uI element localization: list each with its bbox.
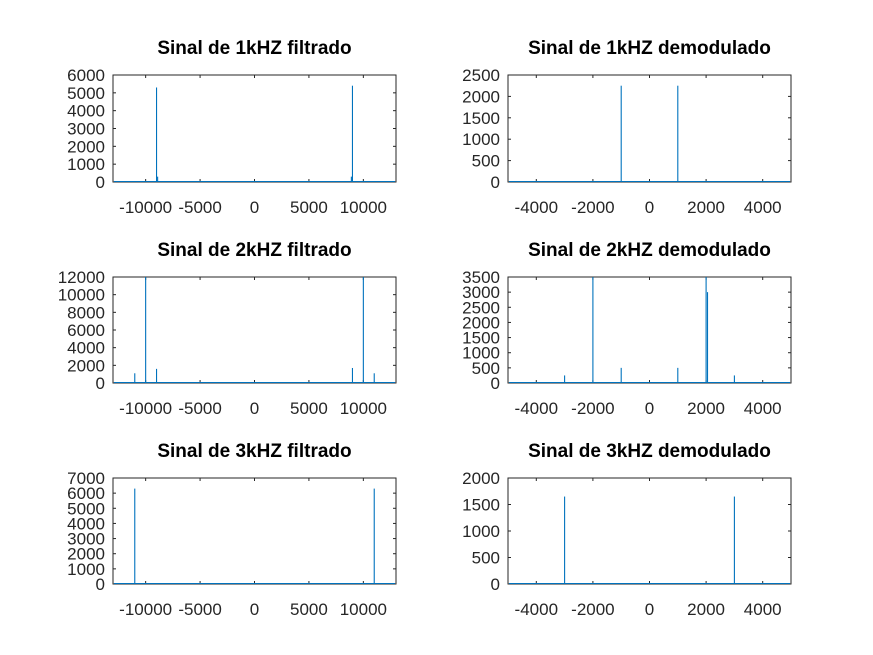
- x-tick-label: 0: [645, 198, 654, 217]
- y-tick-label: 3500: [462, 268, 500, 287]
- y-tick-label: 1500: [462, 496, 500, 515]
- chart-title: Sinal de 1kHZ filtrado: [157, 38, 351, 59]
- x-tick-label: -2000: [571, 600, 614, 619]
- y-tick-label: 1000: [462, 522, 500, 541]
- axes-box: [112, 74, 397, 183]
- y-tick-label: 2000: [462, 313, 500, 332]
- x-tick-label: 10000: [340, 399, 387, 418]
- subplot: Sinal de 3kHZ filtrado010002000300040005…: [67, 441, 397, 619]
- x-tick-label: -5000: [178, 198, 221, 217]
- x-tick-label: 2000: [687, 399, 725, 418]
- x-tick-label: 5000: [290, 399, 328, 418]
- axes-box: [112, 276, 397, 384]
- x-tick-label: -4000: [515, 600, 558, 619]
- y-tick-label: 5000: [67, 499, 105, 518]
- subplot: Sinal de 1kHZ filtrado010002000300040005…: [67, 38, 397, 217]
- subplot: Sinal de 3kHZ demodulado 0 500 1000 1500 2000…: [462, 441, 792, 619]
- y-tick-label: 1000: [462, 130, 500, 149]
- chart-title: Sinal de 3kHZ demodulado: [528, 441, 771, 462]
- x-tick-label: 0: [645, 399, 654, 418]
- y-tick-label: 500: [472, 152, 500, 171]
- y-tick-label: 1000: [462, 344, 500, 363]
- y-tick-label: 4000: [67, 514, 105, 533]
- y-tick-label: 6000: [67, 484, 105, 503]
- y-tick-label: 12000: [58, 268, 105, 287]
- chart-title: Sinal de 2kHZ demodulado: [528, 240, 771, 261]
- y-tick-label: 2000: [67, 137, 105, 156]
- x-tick-label: 4000: [744, 198, 782, 217]
- subplot: Sinal de 2kHZ demodulado0500100015002000…: [462, 240, 792, 418]
- y-tick-label: 6000: [67, 321, 105, 340]
- y-tick-label: 0: [491, 173, 500, 192]
- y-tick-label: 5000: [67, 84, 105, 103]
- x-tick-label: 5000: [290, 600, 328, 619]
- y-tick-label: 8000: [67, 303, 105, 322]
- subplot: Sinal de 1kHZ demodulado 0 500 1000 1500 2000…: [462, 38, 792, 217]
- x-tick-label: 4000: [744, 399, 782, 418]
- y-tick-label: 7000: [67, 469, 105, 488]
- x-tick-label: 5000: [290, 198, 328, 217]
- y-tick-label: 2500: [462, 298, 500, 317]
- subplot: Sinal de 2kHZ filtrado020004000600080001…: [58, 240, 397, 418]
- x-tick-label: -5000: [178, 600, 221, 619]
- y-tick-label: 0: [491, 374, 500, 393]
- x-tick-label: -10000: [119, 600, 172, 619]
- x-tick-label: 0: [250, 198, 259, 217]
- axes-box: [507, 477, 792, 585]
- x-tick-label: -4000: [515, 399, 558, 418]
- y-tick-label: 1500: [462, 329, 500, 348]
- y-tick-label: 500: [472, 359, 500, 378]
- x-tick-label: 0: [250, 600, 259, 619]
- y-tick-label: 1000: [67, 155, 105, 174]
- y-tick-label: 2000: [67, 545, 105, 564]
- chart-title: Sinal de 1kHZ demodulado: [528, 38, 771, 59]
- y-tick-label: 4000: [67, 102, 105, 121]
- x-tick-label: -2000: [571, 399, 614, 418]
- y-tick-label: 6000: [67, 66, 105, 85]
- x-tick-label: -5000: [178, 399, 221, 418]
- x-tick-label: -4000: [515, 198, 558, 217]
- y-tick-label: 2500: [462, 66, 500, 85]
- y-tick-label: 1000: [67, 560, 105, 579]
- x-tick-label: -10000: [119, 399, 172, 418]
- x-tick-label: -10000: [119, 198, 172, 217]
- y-tick-label: 0: [96, 374, 105, 393]
- x-tick-label: -2000: [571, 198, 614, 217]
- y-tick-label: 3000: [67, 530, 105, 549]
- y-tick-label: 2000: [67, 356, 105, 375]
- x-tick-label: 2000: [687, 600, 725, 619]
- y-tick-label: 2000: [462, 469, 500, 488]
- y-tick-label: 0: [491, 575, 500, 594]
- x-tick-label: 2000: [687, 198, 725, 217]
- chart-title: Sinal de 3kHZ filtrado: [157, 441, 351, 462]
- x-tick-label: 10000: [340, 600, 387, 619]
- y-tick-label: 3000: [67, 120, 105, 139]
- y-tick-label: 2000: [462, 87, 500, 106]
- y-tick-label: 10000: [58, 286, 105, 305]
- x-tick-label: 10000: [340, 198, 387, 217]
- y-tick-label: 0: [96, 173, 105, 192]
- y-tick-label: 500: [472, 549, 500, 568]
- axes-box: [112, 477, 397, 585]
- y-tick-label: 3000: [462, 283, 500, 302]
- x-tick-label: 0: [250, 399, 259, 418]
- y-tick-label: 4000: [67, 339, 105, 358]
- chart-title: Sinal de 2kHZ filtrado: [157, 240, 351, 261]
- y-tick-label: 0: [96, 575, 105, 594]
- x-tick-label: 4000: [744, 600, 782, 619]
- axes-box: [507, 74, 792, 183]
- axes-box: [507, 276, 792, 384]
- x-tick-label: 0: [645, 600, 654, 619]
- y-tick-label: 1500: [462, 109, 500, 128]
